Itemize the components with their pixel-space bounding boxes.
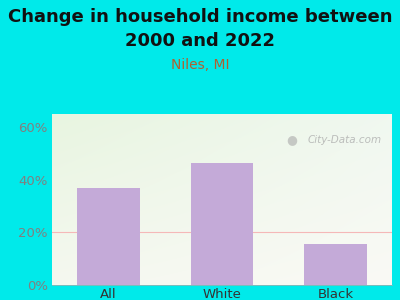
Text: ●: ● — [286, 133, 297, 146]
Text: 2000 and 2022: 2000 and 2022 — [125, 32, 275, 50]
Text: Change in household income between: Change in household income between — [8, 8, 392, 26]
Bar — [191, 163, 253, 285]
Text: Niles, MI: Niles, MI — [171, 58, 229, 73]
Bar — [78, 188, 140, 285]
Text: City-Data.com: City-Data.com — [308, 134, 382, 145]
Bar — [304, 244, 366, 285]
